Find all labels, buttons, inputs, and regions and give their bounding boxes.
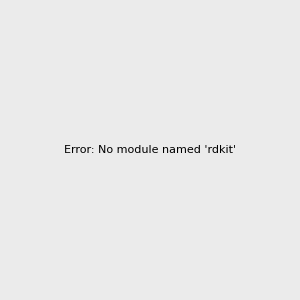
Text: Error: No module named 'rdkit': Error: No module named 'rdkit': [64, 145, 236, 155]
